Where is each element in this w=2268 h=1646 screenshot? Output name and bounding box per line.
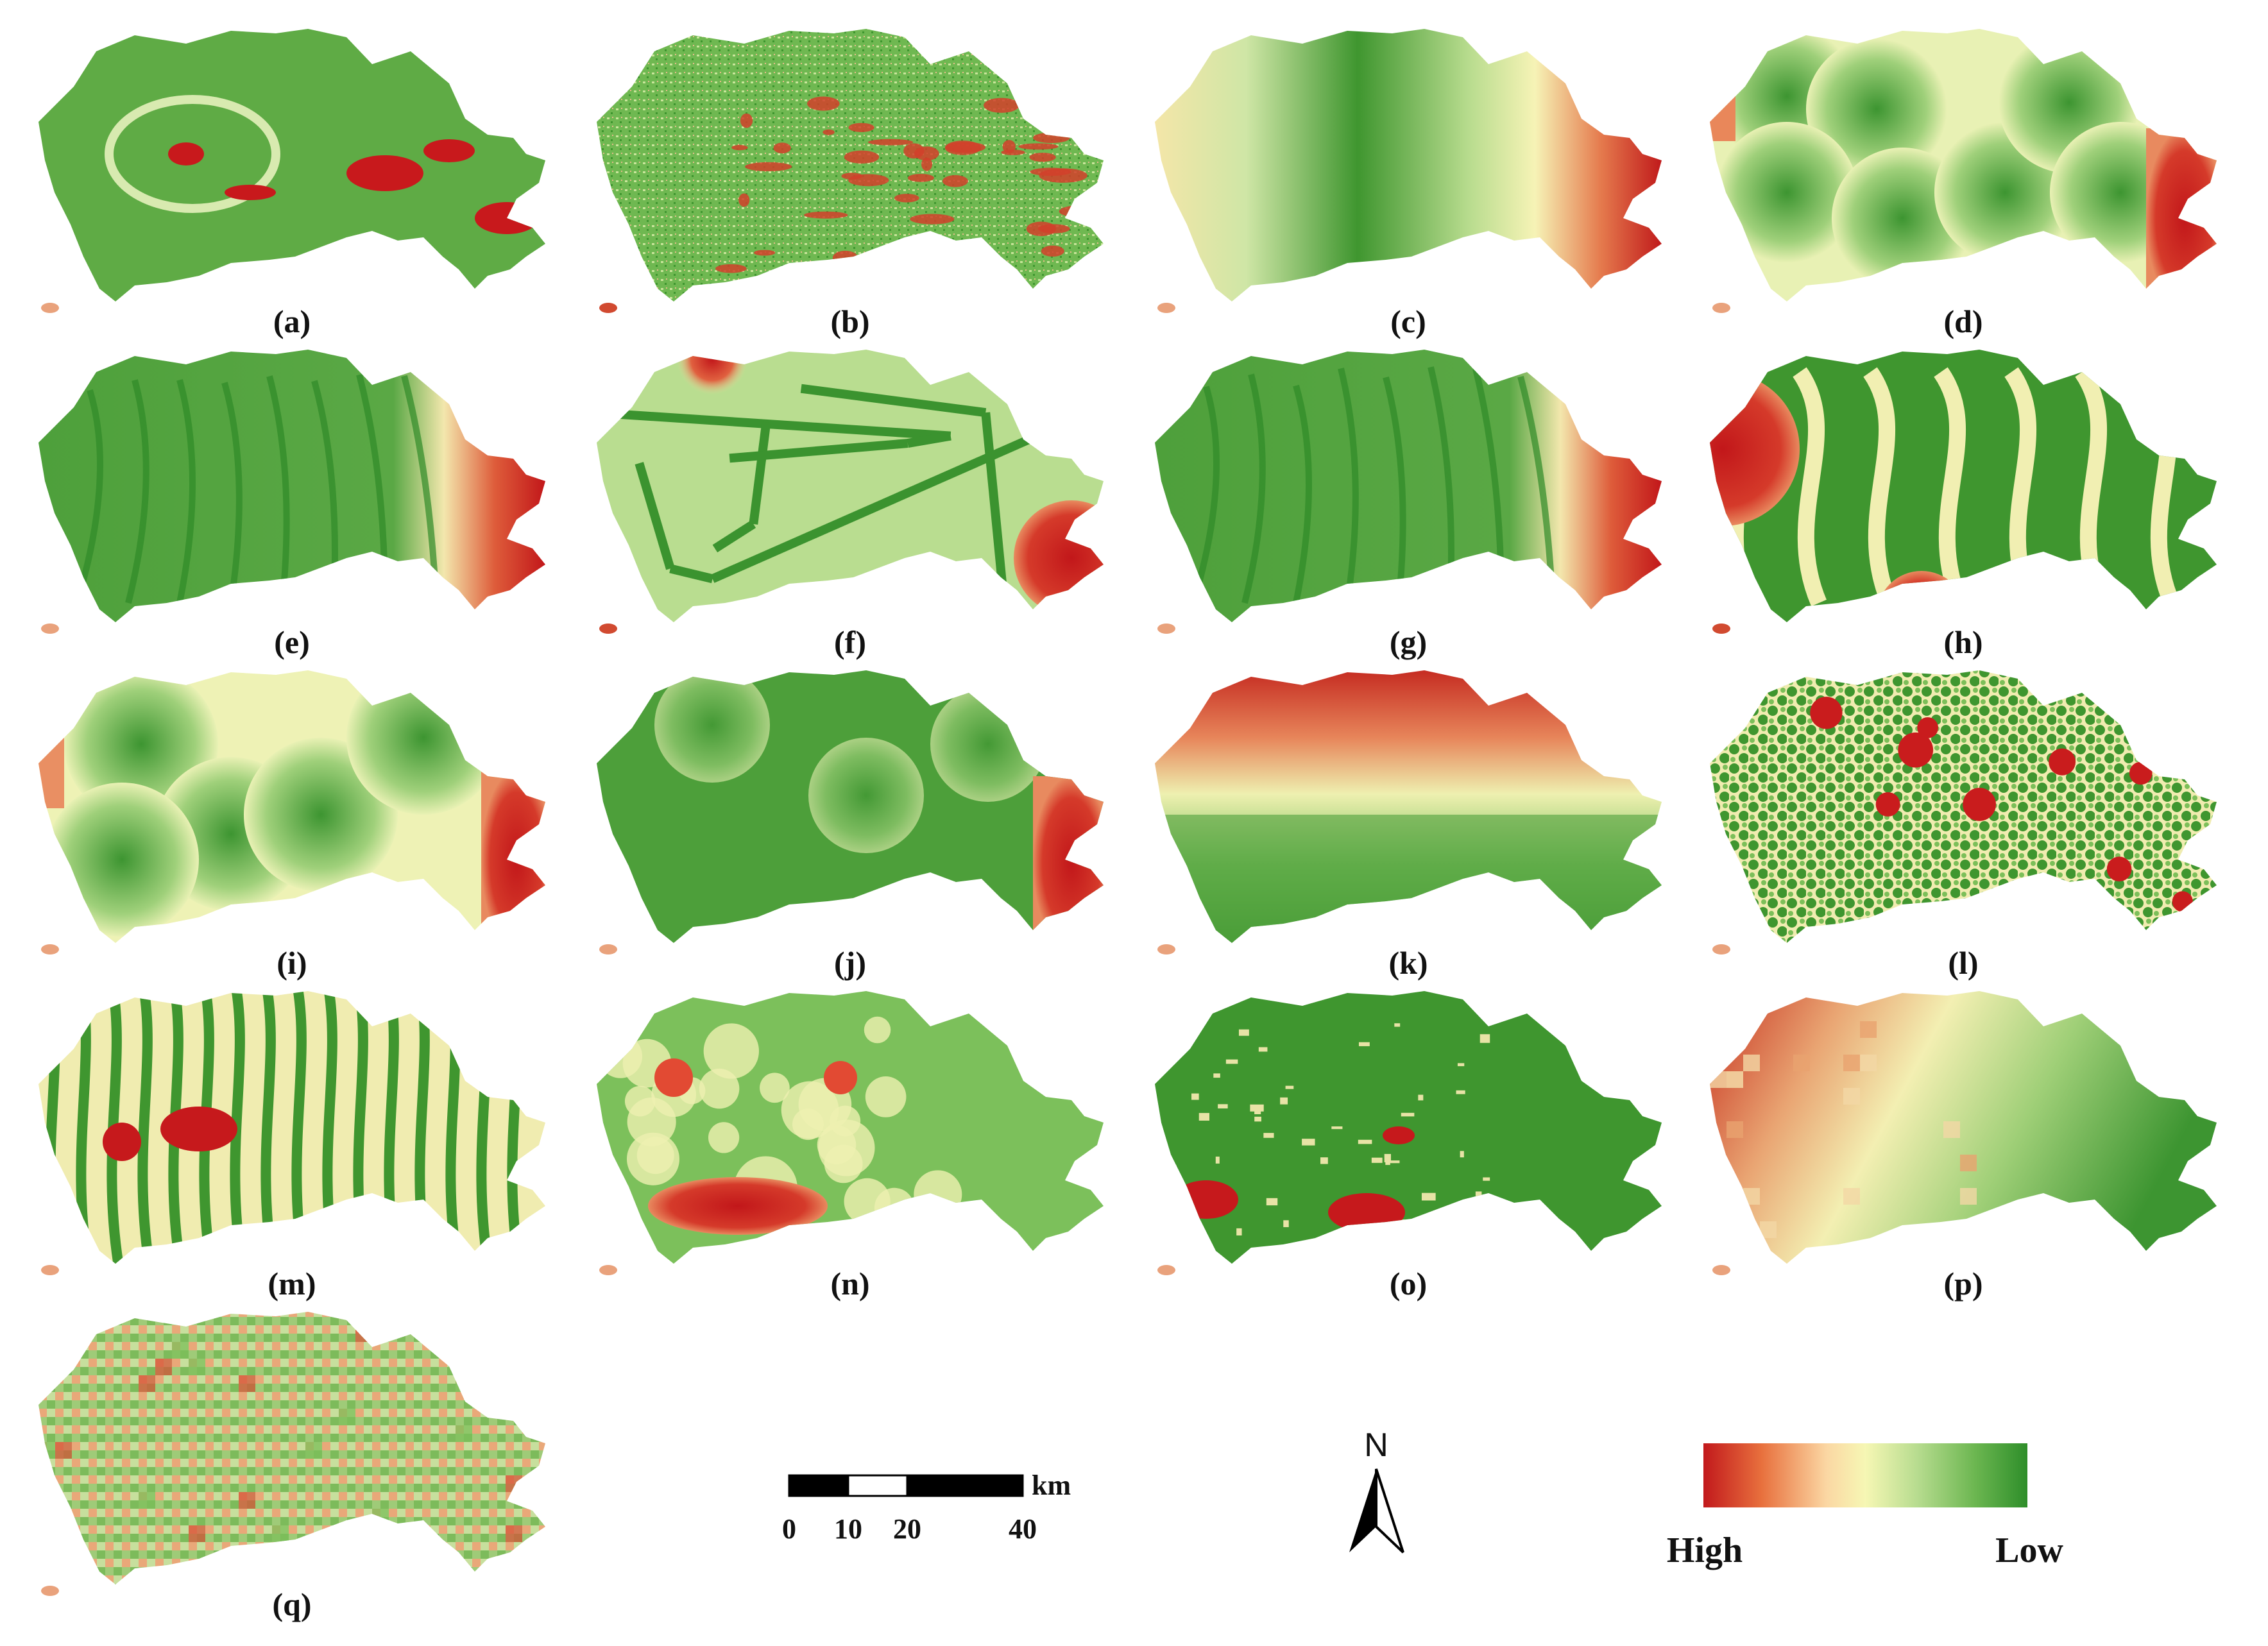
map-panel: (i): [38, 670, 545, 981]
legend-high-label: High: [1667, 1531, 1743, 1570]
panel-label: (h): [1943, 624, 1982, 660]
island-shape: [1712, 1265, 1730, 1275]
panel-map: [597, 670, 1104, 943]
map-panels: (a) (b) (c) (d) (e) (f) (g) (h) (i) (j) (k) (l) (m) (…: [38, 29, 2217, 1622]
map-panel: (n): [597, 991, 1104, 1302]
panel-label: (d): [1943, 303, 1982, 339]
map-panel: (c): [1155, 29, 1662, 339]
island-shape: [1157, 944, 1175, 955]
island-shape: [1712, 944, 1730, 955]
map-panel: (a): [38, 29, 545, 339]
panel-label: (f): [834, 624, 866, 660]
island-shape: [1157, 624, 1175, 634]
scale-segment-1: [788, 1474, 849, 1497]
panel-map: [1155, 670, 1662, 943]
panel-label: (e): [274, 624, 310, 660]
map-panel: (d): [1710, 29, 2217, 339]
island-shape: [41, 303, 59, 313]
panel-map: [1710, 29, 2217, 301]
island-shape: [1712, 303, 1730, 313]
island-shape: [599, 944, 617, 955]
island-shape: [599, 1265, 617, 1275]
legend-low-label: Low: [1995, 1531, 2063, 1570]
scale-tick-40: 40: [1009, 1513, 1037, 1545]
panel-map: [597, 29, 1104, 301]
map-panel: (e): [38, 350, 545, 660]
panel-label: (m): [268, 1266, 316, 1302]
panel-label: (b): [830, 303, 869, 339]
island-shape: [599, 624, 617, 634]
island-shape: [41, 1586, 59, 1596]
scale-tick-10: 10: [834, 1513, 862, 1545]
island-shape: [41, 944, 59, 955]
island-shape: [1157, 1265, 1175, 1275]
map-panel: (o): [1155, 991, 1662, 1302]
panel-label: (n): [830, 1266, 869, 1302]
map-panel: (m): [38, 991, 545, 1302]
map-panel: (j): [597, 670, 1104, 981]
scale-bar: km 0 10 20 40: [782, 1470, 1071, 1545]
map-panel: (g): [1155, 350, 1662, 660]
map-panel: (l): [1710, 670, 2217, 981]
scale-tick-20: 20: [893, 1513, 921, 1545]
panel-map: [597, 991, 1104, 1264]
island-shape: [1157, 303, 1175, 313]
north-arrow-icon: N: [1349, 1427, 1404, 1554]
panel-label: (g): [1390, 624, 1427, 660]
scale-segment-2: [847, 1474, 908, 1497]
island-shape: [41, 1265, 59, 1275]
panel-map: [38, 1312, 545, 1584]
panel-map: [38, 670, 545, 943]
panel-label: (i): [277, 945, 307, 981]
map-panel: (p): [1710, 991, 2217, 1302]
panel-label: (c): [1390, 303, 1426, 339]
island-shape: [1712, 624, 1730, 634]
panel-map: [1155, 991, 1662, 1264]
scale-segment-3: [906, 1474, 1024, 1497]
panel-label: (l): [1948, 945, 1978, 981]
map-panel: (b): [597, 29, 1104, 339]
panel-label: (a): [273, 303, 311, 339]
panel-map: [38, 29, 545, 301]
scale-tick-0: 0: [782, 1513, 796, 1545]
map-panel: (q): [38, 1312, 545, 1622]
map-panel: (h): [1710, 350, 2217, 660]
panel-label: (j): [834, 945, 866, 981]
map-panel: (k): [1155, 670, 1662, 981]
legend-color-ramp: [1703, 1443, 2027, 1507]
panel-map: [1710, 350, 2217, 622]
color-legend: High Low: [1667, 1443, 2063, 1570]
panel-label: (q): [272, 1586, 311, 1622]
panel-map: [1710, 991, 2217, 1264]
north-label: N: [1364, 1427, 1388, 1464]
island-shape: [599, 303, 617, 313]
panel-label: (p): [1943, 1266, 1982, 1302]
panel-map: [597, 350, 1104, 622]
panel-label: (k): [1388, 945, 1428, 981]
map-panel: (f): [597, 350, 1104, 660]
panel-map: [1710, 670, 2217, 943]
scale-unit: km: [1032, 1470, 1071, 1501]
panel-map: [38, 350, 545, 622]
island-shape: [41, 624, 59, 634]
panel-map: [1155, 29, 1662, 301]
panel-label: (o): [1390, 1266, 1427, 1302]
panel-map: [38, 991, 545, 1264]
panel-map: [1155, 350, 1662, 622]
